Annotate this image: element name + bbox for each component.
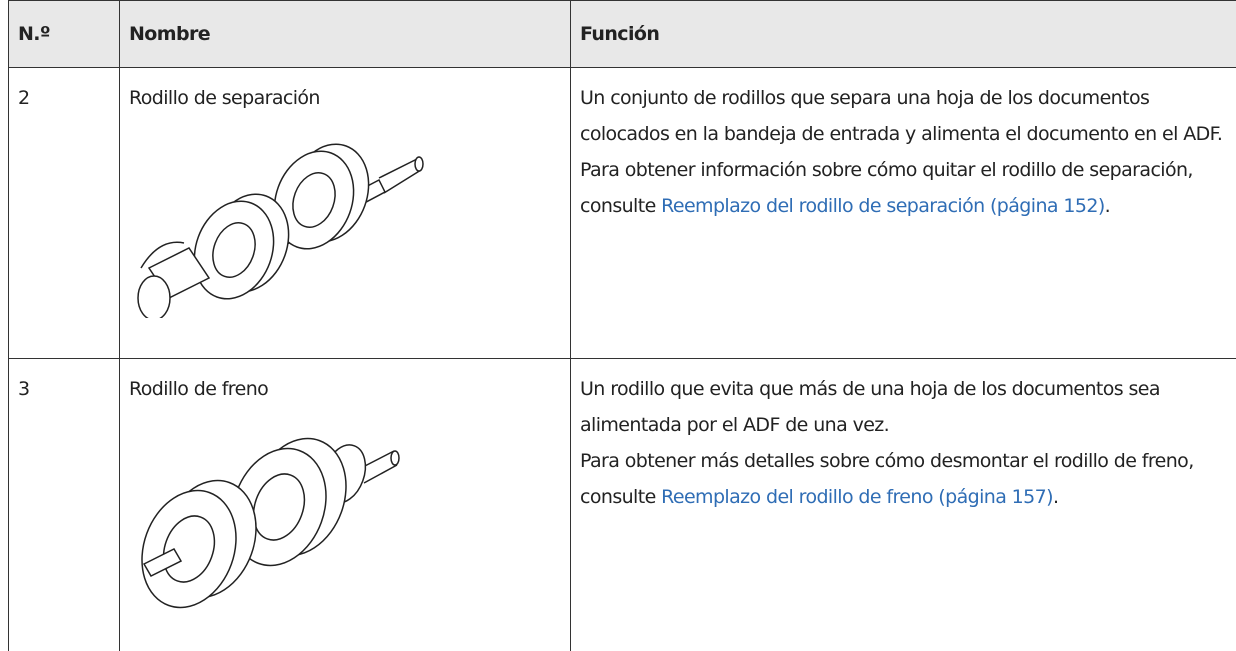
separation-roller-illustration <box>129 118 429 318</box>
header-row: N.º Nombre Función <box>9 1 1236 68</box>
name-cell: Rodillo de separación <box>120 68 571 359</box>
number: 3 <box>9 359 120 651</box>
description: Un conjunto de rodillos que separa una h… <box>580 80 1236 152</box>
header-cell: Función <box>571 1 1236 68</box>
header-cell: Nombre <box>120 1 571 68</box>
name: Rodillo de separación <box>129 80 561 116</box>
name: Rodillo de freno <box>129 371 561 407</box>
row: 2 Rodillo de separación Un conjunto de r… <box>9 68 1236 359</box>
end: . <box>1105 195 1110 217</box>
header-cell: N.º <box>9 1 120 68</box>
end: . <box>1053 486 1058 508</box>
function-cell: Un conjunto de rodillos que separa una h… <box>571 68 1236 359</box>
description: Un rodillo que evita que más de una hoja… <box>580 371 1236 443</box>
link[interactable]: Reemplazo del rodillo de freno (página 1… <box>661 486 1053 508</box>
number: 2 <box>9 68 120 359</box>
detail: Para obtener información sobre cómo quit… <box>580 152 1236 224</box>
name-cell: Rodillo de freno <box>120 359 571 651</box>
function-cell: Un rodillo que evita que más de una hoja… <box>571 359 1236 651</box>
detail: Para obtener más detalles sobre cómo des… <box>580 443 1236 515</box>
row: 3 Rodillo de freno Un rodillo que evita … <box>9 359 1236 651</box>
brake-roller-illustration <box>129 409 429 609</box>
parts-table: N.º Nombre Función 2 Rodillo de separaci… <box>8 0 1236 651</box>
link[interactable]: Reemplazo del rodillo de separación (pág… <box>661 195 1105 217</box>
